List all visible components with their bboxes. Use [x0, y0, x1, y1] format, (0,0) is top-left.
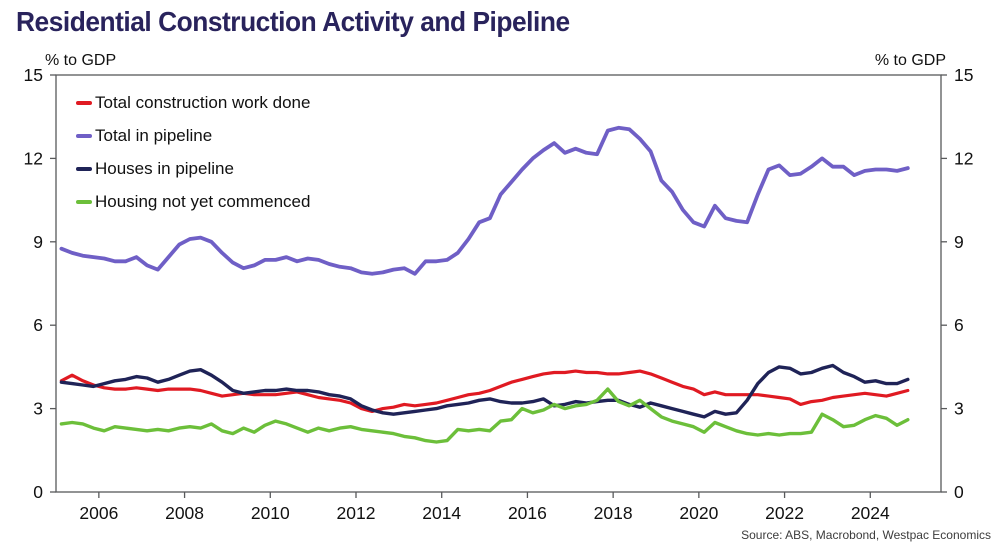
legend-swatch-green [76, 199, 92, 204]
x-tick-label: 2016 [508, 503, 547, 523]
y-tick-label-left: 6 [33, 315, 43, 335]
y-tick-label-right: 6 [954, 315, 964, 335]
y-tick-label-left: 0 [33, 482, 43, 502]
chart-legend: Total construction work done Total in pi… [76, 86, 310, 218]
legend-swatch-purple [76, 133, 92, 138]
x-tick-label: 2024 [851, 503, 890, 523]
series-line-total-construction-work-done [59, 369, 910, 413]
y-tick-label-left: 12 [24, 148, 43, 168]
x-tick-label: 2012 [337, 503, 376, 523]
legend-item-houses-in-pipeline: Houses in pipeline [76, 152, 310, 185]
legend-item-total-in-pipeline: Total in pipeline [76, 119, 310, 152]
y-tick-label-right: 0 [954, 482, 964, 502]
legend-label: Total construction work done [95, 92, 311, 112]
chart-title: Residential Construction Activity and Pi… [16, 6, 570, 37]
legend-swatch-red [76, 100, 92, 105]
legend-item-housing-not-yet-commenced: Housing not yet commenced [76, 185, 310, 218]
x-tick-label: 2018 [594, 503, 633, 523]
y-tick-label-right: 3 [954, 399, 964, 419]
series-line-housing-not-yet-commenced [59, 387, 910, 444]
y-tick-label-right: 15 [954, 65, 973, 85]
series-line-houses-in-pipeline [59, 363, 910, 419]
legend-label: Housing not yet commenced [95, 191, 311, 211]
y-tick-label-right: 9 [954, 232, 964, 252]
x-tick-label: 2006 [79, 503, 118, 523]
left-axis-unit-label: % to GDP [45, 52, 117, 69]
plot-frame [55, 74, 942, 493]
x-tick-label: 2010 [251, 503, 290, 523]
x-tick-label: 2022 [765, 503, 804, 523]
y-tick-label-right: 12 [954, 148, 973, 168]
x-tick-label: 2020 [679, 503, 718, 523]
legend-label: Houses in pipeline [95, 158, 234, 178]
legend-label: Total in pipeline [95, 125, 213, 145]
right-axis-unit-label: % to GDP [874, 52, 946, 69]
series-line-total-in-pipeline [59, 125, 910, 276]
source-note: Source: ABS, Macrobond, Westpac Economic… [741, 528, 991, 542]
y-tick-label-left: 15 [24, 65, 43, 85]
y-tick-label-left: 9 [33, 232, 43, 252]
x-tick-label: 2008 [165, 503, 204, 523]
x-tick-label: 2014 [422, 503, 461, 523]
y-tick-label-left: 3 [33, 399, 43, 419]
legend-item-total-construction-work-done: Total construction work done [76, 86, 310, 119]
legend-swatch-navy [76, 166, 92, 171]
